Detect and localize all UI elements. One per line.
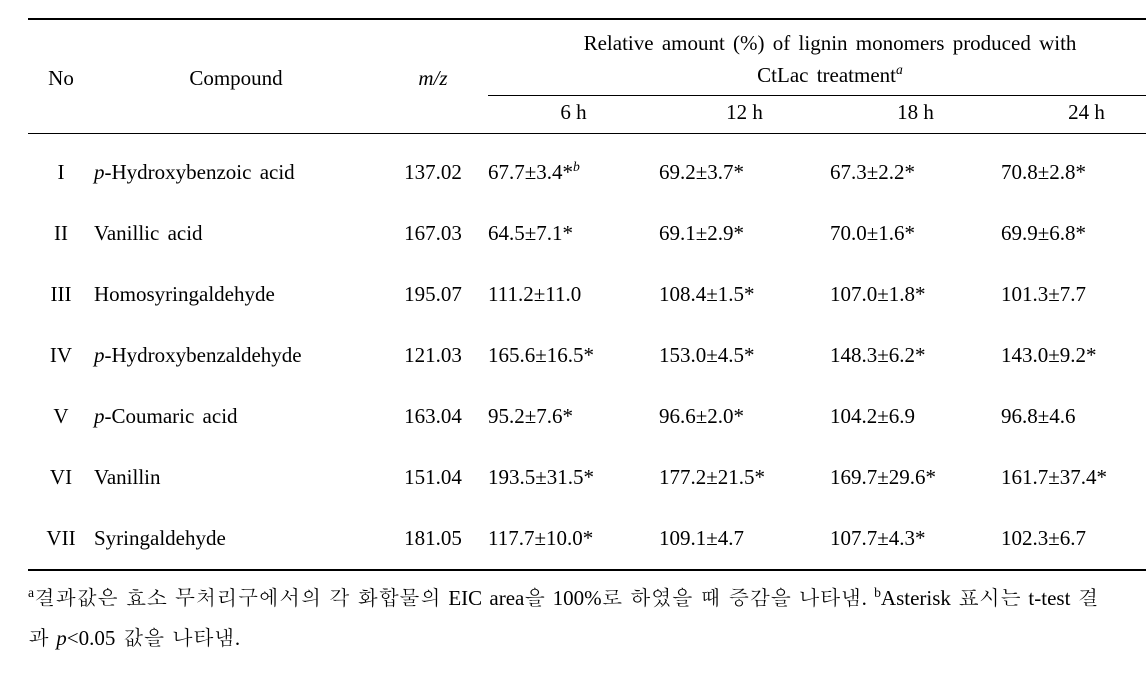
footnote-text-b2: <0.05 값을 나타냄. xyxy=(67,626,240,650)
cell-no: IV xyxy=(28,325,94,386)
compound-rest: Homosyringaldehyde xyxy=(94,282,275,306)
cell-18h: 107.7±4.3* xyxy=(830,508,1001,570)
cell-mz: 181.05 xyxy=(378,508,488,570)
cell-24h: 69.9±6.8* xyxy=(1001,203,1146,264)
cell-mz: 167.03 xyxy=(378,203,488,264)
table-body: I p-Hydroxybenzoic acid 137.02 67.7±3.4*… xyxy=(28,134,1146,571)
cell-no: VI xyxy=(28,447,94,508)
cell-18h: 148.3±6.2* xyxy=(830,325,1001,386)
cell-mz: 121.03 xyxy=(378,325,488,386)
footnote-text-a: 결과값은 효소 무처리구에서의 각 화합물의 EIC area을 100%로 하… xyxy=(34,586,874,610)
compound-rest: -Hydroxybenzoic acid xyxy=(105,160,295,184)
cell-12h: 69.2±3.7* xyxy=(659,134,830,204)
cell-12h: 108.4±1.5* xyxy=(659,264,830,325)
header-compound: Compound xyxy=(94,19,378,134)
cell-18h: 169.7±29.6* xyxy=(830,447,1001,508)
cell-no: I xyxy=(28,134,94,204)
cell-24h: 102.3±6.7 xyxy=(1001,508,1146,570)
cell-6h: 111.2±11.0 xyxy=(488,264,659,325)
header-time-12h: 12 h xyxy=(659,96,830,134)
lignin-monomer-table: No Compound m/z Relative amount (%) of l… xyxy=(28,18,1146,571)
val-text: 67.7±3.4* xyxy=(488,160,573,184)
sup-b: b xyxy=(573,159,580,174)
table-row: II Vanillic acid 167.03 64.5±7.1* 69.1±2… xyxy=(28,203,1146,264)
cell-24h: 101.3±7.7 xyxy=(1001,264,1146,325)
footnote-super-b: b xyxy=(874,585,881,600)
cell-compound: p-Hydroxybenzoic acid xyxy=(94,134,378,204)
table-row: V p-Coumaric acid 163.04 95.2±7.6* 96.6±… xyxy=(28,386,1146,447)
compound-rest: Vanillin xyxy=(94,465,161,489)
cell-6h: 95.2±7.6* xyxy=(488,386,659,447)
cell-mz: 151.04 xyxy=(378,447,488,508)
cell-no: V xyxy=(28,386,94,447)
cell-mz: 163.04 xyxy=(378,386,488,447)
cell-compound: Syringaldehyde xyxy=(94,508,378,570)
compound-rest: Vanillic acid xyxy=(94,221,203,245)
header-group-line2: CtLac treatment xyxy=(757,63,896,87)
cell-compound: Vanillic acid xyxy=(94,203,378,264)
cell-mz: 137.02 xyxy=(378,134,488,204)
cell-24h: 96.8±4.6 xyxy=(1001,386,1146,447)
header-no: No xyxy=(28,19,94,134)
cell-24h: 143.0±9.2* xyxy=(1001,325,1146,386)
table-row: VII Syringaldehyde 181.05 117.7±10.0* 10… xyxy=(28,508,1146,570)
compound-prefix: p xyxy=(94,404,105,428)
cell-compound: Vanillin xyxy=(94,447,378,508)
compound-rest: Syringaldehyde xyxy=(94,526,226,550)
cell-6h: 193.5±31.5* xyxy=(488,447,659,508)
cell-12h: 96.6±2.0* xyxy=(659,386,830,447)
header-group: Relative amount (%) of lignin monomers p… xyxy=(488,19,1146,96)
cell-compound: Homosyringaldehyde xyxy=(94,264,378,325)
table-row: VI Vanillin 151.04 193.5±31.5* 177.2±21.… xyxy=(28,447,1146,508)
header-group-line1: Relative amount (%) of lignin monomers p… xyxy=(584,31,1077,55)
cell-18h: 107.0±1.8* xyxy=(830,264,1001,325)
cell-6h: 64.5±7.1* xyxy=(488,203,659,264)
header-time-24h: 24 h xyxy=(1001,96,1146,134)
table-container: No Compound m/z Relative amount (%) of l… xyxy=(0,0,1146,669)
header-time-18h: 18 h xyxy=(830,96,1001,134)
cell-12h: 153.0±4.5* xyxy=(659,325,830,386)
cell-no: III xyxy=(28,264,94,325)
cell-24h: 70.8±2.8* xyxy=(1001,134,1146,204)
cell-12h: 177.2±21.5* xyxy=(659,447,830,508)
compound-prefix: p xyxy=(94,343,105,367)
cell-18h: 104.2±6.9 xyxy=(830,386,1001,447)
compound-rest: -Coumaric acid xyxy=(105,404,238,428)
cell-compound: p-Hydroxybenzaldehyde xyxy=(94,325,378,386)
cell-6h: 165.6±16.5* xyxy=(488,325,659,386)
cell-compound: p-Coumaric acid xyxy=(94,386,378,447)
table-row: IV p-Hydroxybenzaldehyde 121.03 165.6±16… xyxy=(28,325,1146,386)
cell-18h: 70.0±1.6* xyxy=(830,203,1001,264)
table-row: I p-Hydroxybenzoic acid 137.02 67.7±3.4*… xyxy=(28,134,1146,204)
cell-mz: 195.07 xyxy=(378,264,488,325)
cell-12h: 69.1±2.9* xyxy=(659,203,830,264)
cell-24h: 161.7±37.4* xyxy=(1001,447,1146,508)
header-mz: m/z xyxy=(378,19,488,134)
cell-no: VII xyxy=(28,508,94,570)
compound-rest: -Hydroxybenzaldehyde xyxy=(105,343,302,367)
table-row: III Homosyringaldehyde 195.07 111.2±11.0… xyxy=(28,264,1146,325)
footnote-p: p xyxy=(56,626,67,650)
cell-6h: 67.7±3.4*b xyxy=(488,134,659,204)
cell-12h: 109.1±4.7 xyxy=(659,508,830,570)
table-footnote: a결과값은 효소 무처리구에서의 각 화합물의 EIC area을 100%로 … xyxy=(28,571,1118,659)
compound-prefix: p xyxy=(94,160,105,184)
cell-18h: 67.3±2.2* xyxy=(830,134,1001,204)
cell-6h: 117.7±10.0* xyxy=(488,508,659,570)
header-time-6h: 6 h xyxy=(488,96,659,134)
cell-no: II xyxy=(28,203,94,264)
header-group-super: a xyxy=(896,62,903,77)
